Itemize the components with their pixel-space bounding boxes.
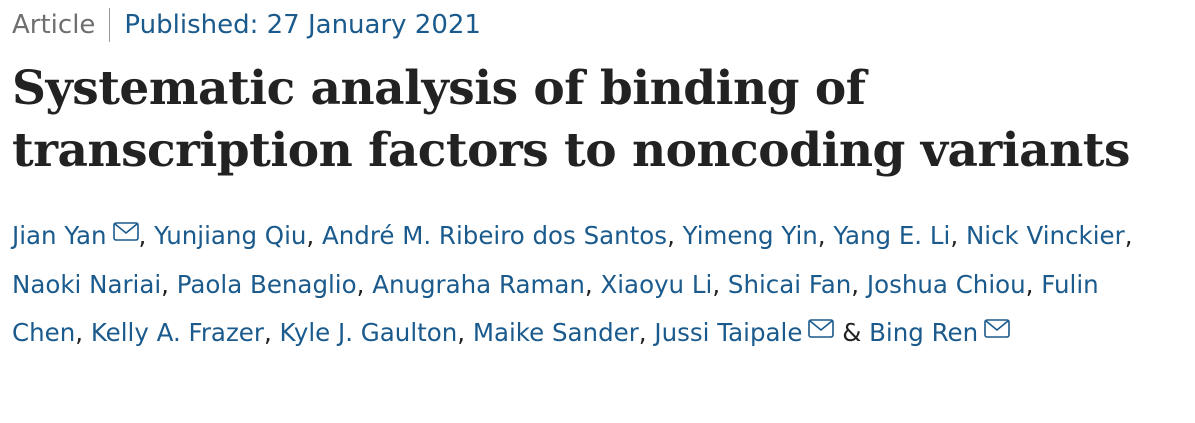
author-link[interactable]: Maike Sander: [472, 318, 639, 347]
author-item: Yimeng Yin,: [683, 221, 834, 250]
author-separator: ,: [1124, 221, 1133, 250]
author-item: André M. Ribeiro dos Santos,: [322, 221, 683, 250]
mail-icon[interactable]: [984, 319, 1010, 338]
mail-icon[interactable]: [112, 222, 139, 241]
author-item: Jian Yan,: [12, 221, 154, 250]
author-link[interactable]: Nick Vinckier: [965, 221, 1125, 250]
author-link[interactable]: Jussi Taipale: [654, 318, 803, 347]
published-label: Published:: [124, 10, 259, 40]
author-separator: ,: [950, 221, 966, 250]
author-item: Yang E. Li,: [833, 221, 966, 250]
mail-icon[interactable]: [808, 319, 835, 338]
author-link[interactable]: Yang E. Li: [833, 221, 951, 250]
author-separator: ,: [1025, 269, 1042, 299]
author-separator: ,: [161, 269, 177, 299]
author-item: Paola Benaglio,: [177, 270, 372, 299]
title-line-2: transcription factors to noncoding varia…: [12, 123, 1130, 178]
title-line-1: Systematic analysis of binding of: [12, 61, 866, 116]
author-link[interactable]: Yimeng Yin: [682, 221, 818, 250]
author-separator: ,: [263, 318, 280, 347]
author-separator: ,: [712, 269, 728, 299]
author-link[interactable]: André M. Ribeiro dos Santos: [321, 221, 668, 250]
author-link[interactable]: Xiaoyu Li: [600, 269, 713, 299]
article-meta: Article Published: 27 January 2021: [12, 8, 481, 42]
author-link[interactable]: Paola Benaglio: [176, 269, 357, 299]
published-date: 27 January 2021: [266, 10, 481, 40]
author-link[interactable]: Shicai Fan: [727, 269, 852, 299]
author-ampersand: &: [834, 318, 870, 347]
author-separator: ,: [584, 269, 601, 299]
author-separator: ,: [457, 318, 473, 347]
author-item: Bing Ren: [869, 318, 1010, 347]
author-item: Joshua Chiou,: [867, 270, 1041, 299]
author-separator: ,: [851, 269, 867, 299]
author-link[interactable]: Jian Yan: [12, 221, 107, 250]
publication-info: Published: 27 January 2021: [110, 8, 481, 42]
author-link[interactable]: Kelly A. Frazer: [90, 318, 264, 347]
author-item: Kyle J. Gaulton,: [280, 318, 473, 347]
author-link[interactable]: Bing Ren: [869, 318, 979, 347]
author-link[interactable]: Naoki Nariai: [12, 269, 162, 299]
author-separator: ,: [75, 318, 91, 347]
author-list: Jian Yan, Yunjiang Qiu, André M. Ribeiro…: [12, 212, 1172, 358]
article-title: Systematic analysis of binding of transc…: [12, 58, 1172, 182]
author-separator: ,: [138, 221, 155, 250]
author-item: Yunjiang Qiu,: [154, 221, 322, 250]
author-separator: ,: [817, 221, 834, 250]
author-item: Nick Vinckier,: [966, 221, 1133, 250]
author-separator: ,: [356, 269, 373, 299]
author-item: Maike Sander,: [473, 318, 655, 347]
author-item: Shicai Fan,: [728, 270, 867, 299]
author-link[interactable]: Fulin Chen: [12, 269, 1099, 348]
author-link[interactable]: Anugraha Raman: [372, 269, 585, 299]
author-item: Anugraha Raman,: [372, 270, 600, 299]
author-separator: ,: [638, 318, 655, 347]
article-type: Article: [12, 8, 111, 42]
author-item: Jussi Taipale &: [654, 318, 869, 347]
author-item: Fulin Chen,: [12, 270, 1099, 348]
author-separator: ,: [667, 221, 683, 250]
author-item: Xiaoyu Li,: [600, 270, 727, 299]
author-item: Naoki Nariai,: [12, 270, 177, 299]
author-link[interactable]: Kyle J. Gaulton: [279, 318, 458, 347]
author-item: Kelly A. Frazer,: [91, 318, 280, 347]
author-separator: ,: [306, 221, 322, 250]
author-link[interactable]: Yunjiang Qiu: [154, 221, 307, 250]
author-link[interactable]: Joshua Chiou: [866, 269, 1026, 299]
